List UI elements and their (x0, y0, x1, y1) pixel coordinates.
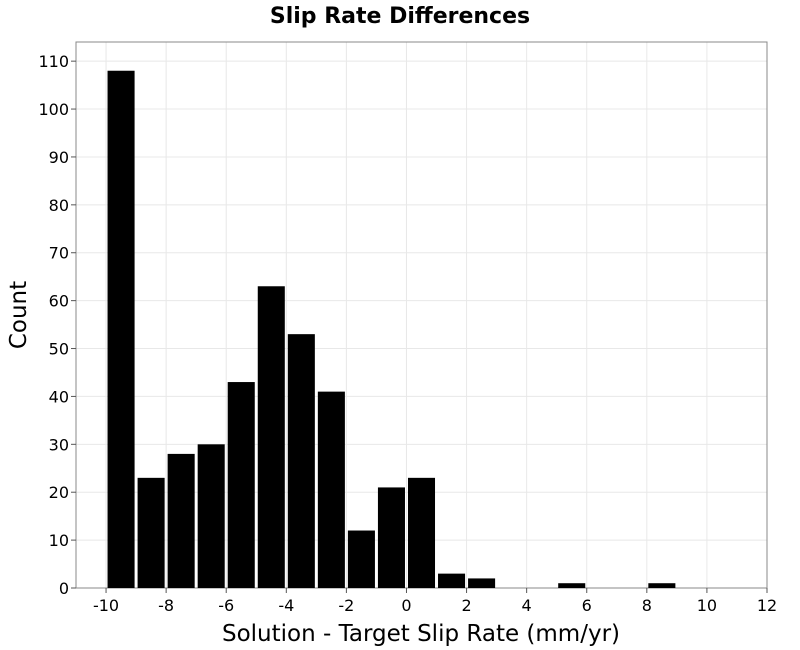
y-tick-label: 10 (49, 531, 69, 550)
y-axis: 0 10 20 30 40 50 60 70 80 90 100 110 (38, 52, 76, 598)
y-tick-label: 0 (59, 579, 69, 598)
bar (347, 530, 375, 588)
y-tick-label: 80 (49, 196, 69, 215)
bar (648, 583, 676, 588)
x-tick-label: 4 (522, 596, 532, 615)
x-tick-label: 6 (582, 596, 592, 615)
x-axis: -10 -8 -6 -4 -2 0 2 4 6 8 10 12 (93, 588, 777, 615)
y-tick-label: 40 (49, 387, 69, 406)
bar (167, 453, 195, 588)
x-tick-label: 8 (642, 596, 652, 615)
bar (287, 334, 315, 588)
y-tick-label: 20 (49, 483, 69, 502)
x-tick-label: 12 (757, 596, 777, 615)
bar (468, 578, 496, 588)
x-tick-label: 2 (461, 596, 471, 615)
bar (438, 573, 466, 588)
y-axis-label: Count (6, 281, 32, 349)
bar (197, 444, 225, 588)
x-tick-label: -6 (218, 596, 234, 615)
bar (407, 477, 436, 588)
x-tick-label: -10 (93, 596, 119, 615)
y-tick-label: 90 (49, 148, 69, 167)
bar (257, 286, 285, 588)
x-tick-label: 10 (697, 596, 717, 615)
y-tick-label: 50 (49, 340, 69, 359)
y-tick-label: 60 (49, 292, 69, 311)
y-tick-label: 70 (49, 244, 69, 263)
y-tick-label: 110 (38, 52, 69, 71)
y-tick-label: 100 (38, 100, 69, 119)
bar (317, 391, 345, 588)
bar (137, 477, 165, 588)
x-axis-label: Solution - Target Slip Rate (mm/yr) (222, 621, 620, 647)
x-tick-label: -2 (338, 596, 354, 615)
x-tick-label: -8 (158, 596, 174, 615)
bars (107, 70, 676, 589)
bar (227, 382, 255, 588)
bar (107, 70, 135, 589)
bar (377, 487, 405, 588)
bar (558, 583, 586, 588)
x-tick-label: 0 (401, 596, 411, 615)
chart-title: Slip Rate Differences (270, 4, 530, 29)
x-tick-label: -4 (278, 596, 294, 615)
y-tick-label: 30 (49, 435, 69, 454)
